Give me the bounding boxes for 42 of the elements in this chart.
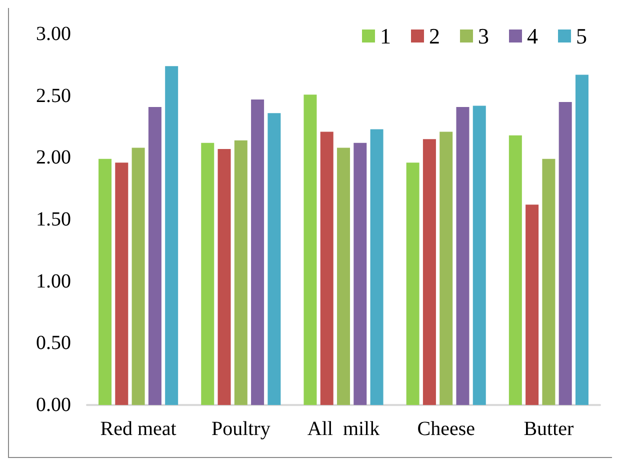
- bar: [575, 74, 588, 405]
- legend-label: 2: [429, 24, 440, 48]
- y-tick-label: 0.00: [36, 394, 71, 416]
- bar: [508, 135, 522, 405]
- x-tick-label: Poultry: [211, 418, 270, 440]
- bar: [98, 158, 112, 405]
- bar: [115, 162, 128, 405]
- x-tick-label: Butter: [524, 418, 574, 440]
- legend-label: 1: [380, 24, 391, 48]
- y-tick-label: 0.50: [36, 332, 71, 354]
- bar: [542, 158, 556, 405]
- bar: [320, 132, 334, 405]
- y-tick-label: 2.50: [36, 84, 71, 107]
- bar: [440, 132, 453, 405]
- y-tick-label: 2.00: [36, 146, 71, 169]
- bar: [268, 113, 281, 405]
- x-tick-label: Red meat: [100, 418, 177, 440]
- bar: [456, 106, 470, 405]
- bar: [526, 204, 539, 405]
- bar: [406, 162, 420, 405]
- x-tick-label: All milk: [307, 418, 380, 440]
- bar: [132, 148, 145, 405]
- bar: [558, 102, 572, 405]
- bar: [251, 100, 264, 405]
- legend-label: 4: [527, 24, 538, 48]
- bar: [234, 140, 248, 405]
- y-tick-label: 1.00: [36, 270, 71, 292]
- bar: [218, 149, 231, 405]
- bar: [337, 148, 350, 405]
- bar: [148, 106, 162, 405]
- y-tick-label: 1.50: [36, 208, 71, 230]
- bar: [472, 106, 486, 405]
- bar: [304, 94, 317, 405]
- bar: [201, 142, 214, 405]
- bar: [354, 142, 367, 405]
- legend-label: 5: [576, 24, 587, 48]
- bar: [165, 66, 178, 405]
- legend-label: 3: [478, 24, 489, 48]
- bar: [370, 129, 384, 405]
- x-tick-label: Cheese: [417, 418, 476, 440]
- bar: [422, 139, 436, 405]
- y-tick-label: 3.00: [36, 23, 71, 45]
